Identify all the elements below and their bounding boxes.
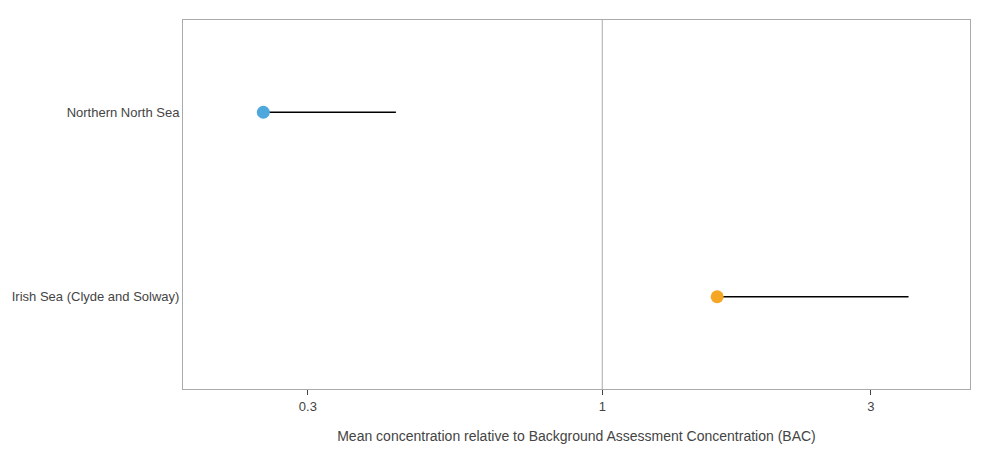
svg-text:Irish Sea (Clyde and Solway): Irish Sea (Clyde and Solway) — [12, 289, 180, 304]
svg-text:1: 1 — [599, 399, 606, 414]
svg-text:0.3: 0.3 — [299, 399, 317, 414]
svg-text:3: 3 — [867, 399, 874, 414]
svg-text:Northern North Sea: Northern North Sea — [67, 105, 180, 120]
svg-text:Mean concentration relative to: Mean concentration relative to Backgroun… — [337, 428, 816, 444]
